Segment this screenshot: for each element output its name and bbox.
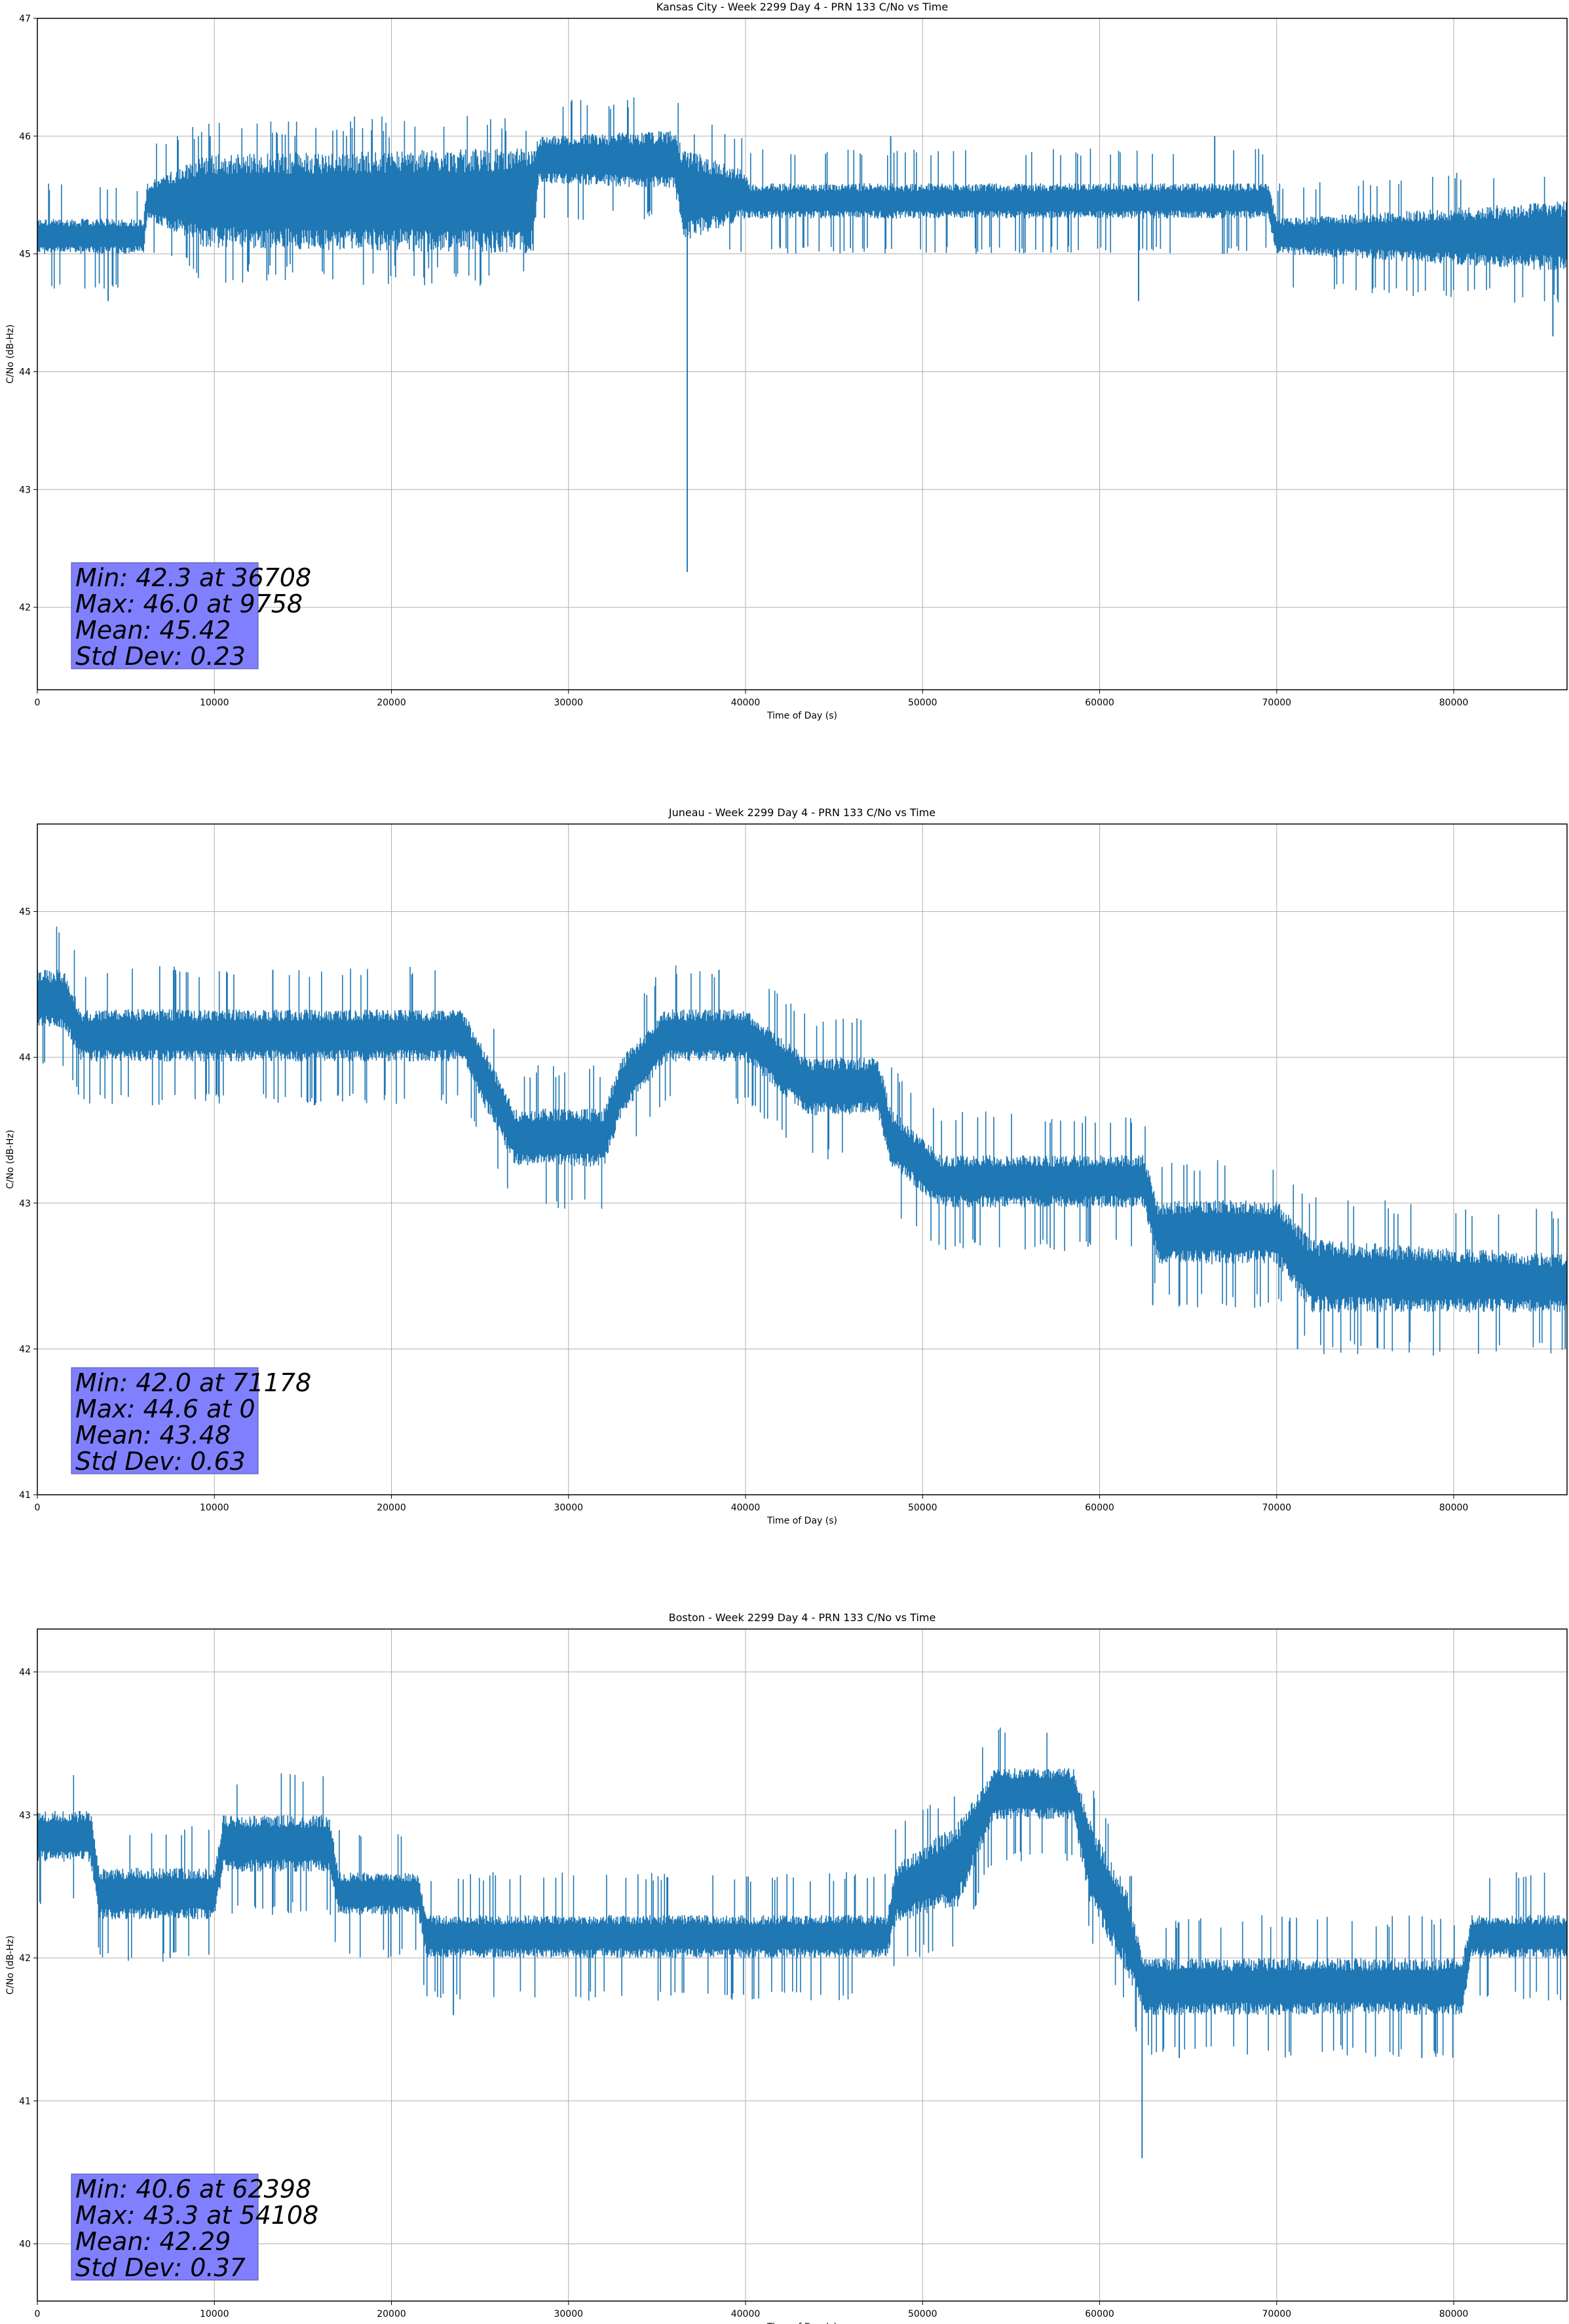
stats-min: Min: 42.3 at 36708 <box>75 563 311 592</box>
y-tick-label: 44 <box>19 1053 31 1063</box>
chart-0: Kansas City - Week 2299 Day 4 - PRN 133 … <box>5 1 1568 721</box>
chart-title: Juneau - Week 2299 Day 4 - PRN 133 C/No … <box>668 806 936 819</box>
chart-title: Kansas City - Week 2299 Day 4 - PRN 133 … <box>656 1 948 13</box>
y-tick-label: 43 <box>19 1199 31 1209</box>
chart-title: Boston - Week 2299 Day 4 - PRN 133 C/No … <box>669 1611 936 1624</box>
x-tick-label: 0 <box>35 2309 41 2319</box>
x-tick-label: 10000 <box>200 2309 229 2319</box>
chart-1: Juneau - Week 2299 Day 4 - PRN 133 C/No … <box>5 806 1568 1526</box>
x-tick-label: 70000 <box>1262 1503 1292 1513</box>
y-tick-label: 44 <box>19 1667 31 1677</box>
x-tick-label: 0 <box>35 1503 41 1513</box>
x-tick-label: 60000 <box>1085 1503 1114 1513</box>
stats-box <box>71 562 259 669</box>
data-series <box>37 926 1567 1356</box>
x-tick-label: 50000 <box>908 698 937 708</box>
stats-box <box>71 1367 259 1474</box>
x-tick-label: 40000 <box>731 2309 761 2319</box>
axes-frame <box>37 823 1568 1495</box>
y-tick-label: 41 <box>19 2096 31 2107</box>
data-series <box>37 1727 1567 2158</box>
y-tick-label: 41 <box>19 1490 31 1501</box>
y-axis-label: C/No (dB-Hz) <box>5 1936 16 1995</box>
data-series <box>37 97 1567 572</box>
y-tick-label: 42 <box>19 603 31 613</box>
chart-2: Boston - Week 2299 Day 4 - PRN 133 C/No … <box>5 1611 1568 2324</box>
stats-min: Min: 42.0 at 71178 <box>75 1368 311 1397</box>
y-axis-label: C/No (dB-Hz) <box>5 1130 16 1189</box>
stats-std: Std Dev: 0.37 <box>75 2253 246 2282</box>
stats-max: Max: 44.6 at 0 <box>75 1395 255 1423</box>
x-tick-label: 30000 <box>554 1503 583 1513</box>
y-tick-label: 47 <box>19 14 31 24</box>
stats-max: Max: 43.3 at 54108 <box>75 2201 318 2230</box>
x-tick-label: 20000 <box>377 1503 406 1513</box>
x-tick-label: 50000 <box>908 2309 937 2319</box>
y-tick-label: 46 <box>19 132 31 142</box>
stats-max: Max: 46.0 at 9758 <box>75 590 303 618</box>
axes-frame <box>37 18 1568 690</box>
stats-mean: Mean: 45.42 <box>75 616 231 645</box>
y-tick-label: 44 <box>19 367 31 377</box>
stats-std: Std Dev: 0.63 <box>75 1447 246 1476</box>
y-tick-label: 43 <box>19 1810 31 1821</box>
x-tick-label: 10000 <box>200 698 229 708</box>
x-tick-label: 80000 <box>1439 2309 1469 2319</box>
stats-min: Min: 40.6 at 62398 <box>75 2175 311 2203</box>
stats-mean: Mean: 43.48 <box>75 1421 231 1450</box>
x-tick-label: 60000 <box>1085 2309 1114 2319</box>
y-tick-label: 40 <box>19 2240 31 2250</box>
y-tick-label: 43 <box>19 485 31 495</box>
x-tick-label: 30000 <box>554 698 583 708</box>
data-band <box>37 926 1567 1356</box>
x-tick-label: 10000 <box>200 1503 229 1513</box>
x-axis-label: Time of Day (s) <box>766 1516 837 1526</box>
y-tick-label: 45 <box>19 907 31 918</box>
y-tick-label: 45 <box>19 250 31 260</box>
x-tick-label: 70000 <box>1262 2309 1292 2319</box>
x-tick-label: 80000 <box>1439 1503 1469 1513</box>
x-tick-label: 30000 <box>554 2309 583 2319</box>
stats-box <box>71 2173 259 2281</box>
stats-std: Std Dev: 0.23 <box>75 642 246 671</box>
data-band <box>37 97 1567 303</box>
x-tick-label: 60000 <box>1085 698 1114 708</box>
y-axis-label: C/No (dB-Hz) <box>5 324 16 383</box>
stats-mean: Mean: 42.29 <box>75 2227 231 2256</box>
x-tick-label: 0 <box>35 698 41 708</box>
x-tick-label: 50000 <box>908 1503 937 1513</box>
axes-frame <box>37 1628 1568 2302</box>
x-axis-label: Time of Day (s) <box>766 711 837 721</box>
x-tick-label: 40000 <box>731 1503 761 1513</box>
data-band <box>37 1727 1567 2058</box>
x-tick-label: 80000 <box>1439 698 1469 708</box>
x-axis-label: Time of Day (s) <box>766 2322 837 2324</box>
y-tick-label: 42 <box>19 1344 31 1355</box>
x-tick-label: 20000 <box>377 2309 406 2319</box>
x-tick-label: 40000 <box>731 698 761 708</box>
x-tick-label: 70000 <box>1262 698 1292 708</box>
x-tick-label: 20000 <box>377 698 406 708</box>
y-tick-label: 42 <box>19 1953 31 1964</box>
